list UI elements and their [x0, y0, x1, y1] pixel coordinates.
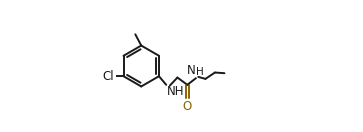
- Text: O: O: [183, 100, 192, 113]
- Text: NH: NH: [167, 86, 184, 98]
- Text: Cl: Cl: [103, 70, 114, 83]
- Text: H: H: [196, 67, 204, 77]
- Text: N: N: [187, 64, 196, 77]
